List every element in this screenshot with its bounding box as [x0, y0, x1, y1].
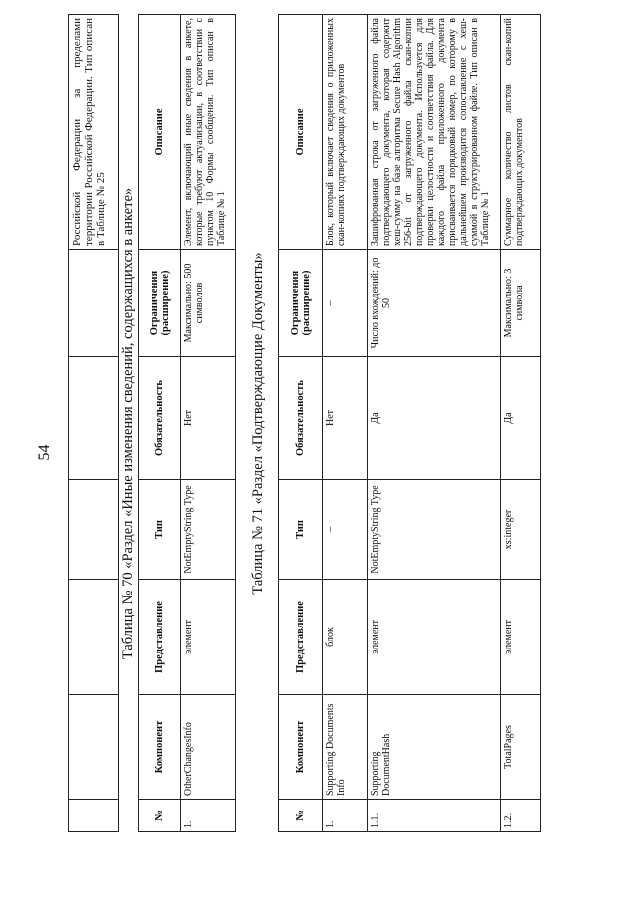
header-num: № — [278, 799, 323, 832]
row-num: 1. — [180, 799, 236, 832]
row-num: 1.1. — [367, 799, 501, 832]
row-limits: – — [322, 249, 368, 357]
table-row: 1.1. Supporting DocumentHash элемент Not… — [367, 14, 501, 832]
cell — [68, 694, 119, 800]
header-component: Компонент — [278, 694, 323, 800]
header-type: Тип — [278, 479, 323, 580]
cell — [68, 579, 119, 695]
header-limits: Ограничения (расширение) — [278, 249, 323, 357]
header-required: Обязательность — [138, 356, 181, 480]
cell — [68, 799, 119, 832]
header-description: Описание — [278, 14, 323, 250]
row-type: – — [322, 479, 368, 580]
table-header-row: № Компонент Представление Тип Обязательн… — [278, 14, 323, 832]
row-component: Supporting Documents Info — [322, 694, 368, 800]
row-description: Зашифрованная строка от загруженного фай… — [367, 14, 501, 250]
cell — [68, 249, 119, 357]
row-required: Нет — [180, 356, 236, 480]
table-row: 1. Supporting Documents Info блок – Нет … — [322, 14, 368, 832]
cell — [68, 479, 119, 580]
row-representation: элемент — [367, 579, 501, 695]
header-representation: Представление — [278, 579, 323, 695]
table70-title: Таблица № 70 «Раздел «Иные изменения све… — [120, 187, 136, 660]
row-description: Блок, который включает сведения о прилож… — [322, 14, 368, 250]
header-component: Компонент — [138, 694, 181, 800]
table-71: № Компонент Представление Тип Обязательн… — [278, 14, 541, 832]
page-number: 54 — [36, 444, 53, 461]
row-type: xs:integer — [500, 479, 541, 580]
row-limits: Максимально: 500 символов — [180, 249, 236, 357]
table-row: 1.2. TotalPages элемент xs:integer Да Ма… — [500, 14, 541, 832]
header-num: № — [138, 799, 181, 832]
row-limits: Число вхождений: до 50 — [367, 249, 501, 357]
row-description: Элемент, включающий иные сведения в анке… — [180, 14, 236, 250]
row-type: NotEmptyString Type — [367, 479, 501, 580]
row-representation: блок — [322, 579, 368, 695]
header-required: Обязательность — [278, 356, 323, 480]
row-required: Нет — [322, 356, 368, 480]
row-limits: Максимально: 3 символа — [500, 249, 541, 357]
table71-title: Таблица № 71 «Раздел «Подтверждающие Док… — [250, 252, 266, 595]
row-component: OtherChangesInfo — [180, 694, 236, 800]
row-required: Да — [500, 356, 541, 480]
table-header-row: № Компонент Представление Тип Обязательн… — [138, 14, 181, 832]
header-representation: Представление — [138, 579, 181, 695]
row-description: Суммарное количество листов скан-копий п… — [500, 14, 541, 250]
row-required: Да — [367, 356, 501, 480]
row-num: 1. — [322, 799, 368, 832]
header-description: Описание — [138, 14, 181, 250]
row-type: NotEmptyString Type — [180, 479, 236, 580]
row-component: Supporting DocumentHash — [367, 694, 501, 800]
cell — [68, 356, 119, 480]
row-representation: элемент — [500, 579, 541, 695]
header-limits: Ограничения (расширение) — [138, 249, 181, 357]
header-type: Тип — [138, 479, 181, 580]
row-component: TotalPages — [500, 694, 541, 800]
row-representation: элемент — [180, 579, 236, 695]
table-row: 1. OtherChangesInfo элемент NotEmptyStri… — [180, 14, 236, 832]
continuation-description: Российской Федерации за пределами террит… — [68, 14, 119, 250]
continuation-table: Российской Федерации за пределами террит… — [68, 14, 119, 832]
table-70: № Компонент Представление Тип Обязательн… — [138, 14, 236, 832]
row-num: 1.2. — [500, 799, 541, 832]
